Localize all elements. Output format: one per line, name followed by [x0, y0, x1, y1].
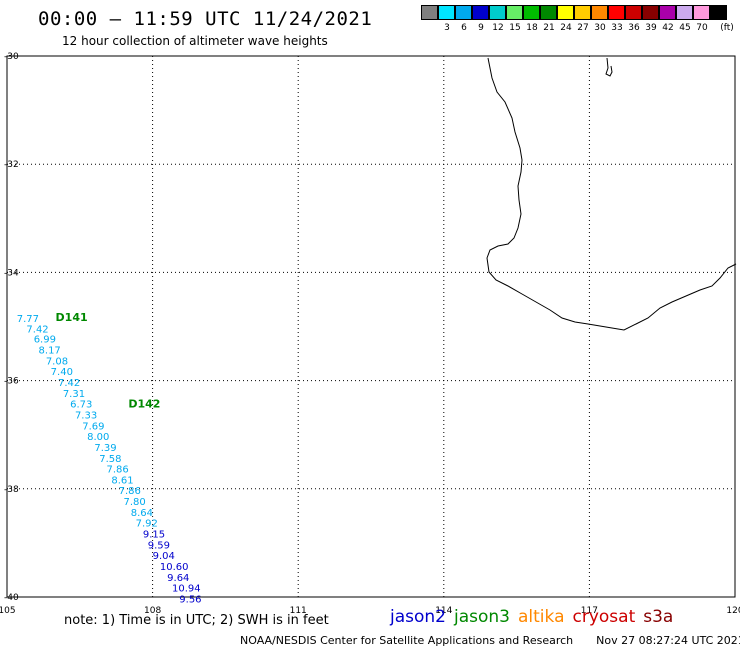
legend-swatch — [506, 5, 523, 20]
wave-height-value: 7.80 — [123, 497, 145, 508]
wave-height-value: 9.15 — [143, 529, 165, 540]
island-rottnest — [605, 57, 613, 77]
wave-height-readings: 7.777.426.998.177.087.407.427.316.737.33… — [17, 314, 202, 605]
legend-swatch — [642, 5, 659, 20]
satellite-jason2: jason2 — [390, 607, 446, 627]
wave-height-value: 7.08 — [46, 356, 68, 367]
legend-swatch — [523, 5, 540, 20]
latitude-tick-label: -32 — [4, 160, 19, 170]
latitude-tick-label: -38 — [4, 485, 19, 495]
legend-label: 3 — [444, 23, 450, 33]
wave-height-value: 7.58 — [99, 454, 121, 465]
footer: NOAA/NESDIS Center for Satellite Applica… — [240, 634, 740, 647]
wave-height-value: 10.94 — [172, 584, 201, 595]
coastline — [486, 57, 737, 331]
latitude-tick-label: -40 — [4, 593, 19, 603]
map-frame — [6, 55, 736, 598]
wave-height-value: 7.86 — [119, 486, 141, 497]
wave-height-value: 7.42 — [58, 378, 80, 389]
longitude-tick-label: 117 — [581, 606, 598, 616]
wave-height-value: 8.61 — [111, 475, 133, 486]
legend-swatch — [676, 5, 693, 20]
legend-label: 45 — [679, 23, 691, 33]
legend-swatch — [557, 5, 574, 20]
legend-label: 27 — [577, 23, 589, 33]
wave-height-value: 7.31 — [63, 389, 85, 400]
pass-label: D141 — [56, 311, 88, 324]
legend-unit: (ft) — [720, 23, 734, 33]
legend-label: 12 — [492, 23, 504, 33]
credit-text: NOAA/NESDIS Center for Satellite Applica… — [240, 634, 574, 647]
longitude-tick-label: 105 — [0, 606, 16, 616]
wave-height-value: 7.69 — [82, 421, 104, 432]
legend-label: 21 — [543, 23, 555, 33]
legend-label: 30 — [594, 23, 606, 33]
legend-swatch — [625, 5, 642, 20]
legend-swatch — [693, 5, 710, 20]
legend-label: 36 — [628, 23, 640, 33]
legend-swatch — [472, 5, 489, 20]
generated-timestamp: Nov 27 08:27:24 UTC 2021 — [596, 634, 740, 647]
wave-height-value: 8.64 — [131, 508, 153, 519]
latitude-tick-label: -34 — [4, 268, 19, 278]
wave-height-value: 9.56 — [179, 594, 201, 605]
map-title: 00:00 – 11:59 UTC 11/24/2021 — [38, 8, 373, 30]
wave-height-value: 7.40 — [51, 367, 73, 378]
longitude-tick-label: 120 — [726, 606, 740, 616]
wave-height-value: 7.42 — [26, 324, 48, 335]
legend-label: 33 — [611, 23, 623, 33]
legend-swatch — [591, 5, 608, 20]
wave-height-value: 7.92 — [136, 519, 158, 530]
legend-label: 9 — [478, 23, 484, 33]
legend-label: 24 — [560, 23, 572, 33]
latitude-tick-label: -30 — [4, 52, 19, 62]
map-axes: 105 108 111 114 117 120 -30 -32 -34 -36 -38 -40 — [0, 52, 740, 616]
legend-label: 6 — [461, 23, 467, 33]
legend-swatch — [421, 5, 438, 20]
wave-height-value: 8.17 — [39, 346, 61, 357]
map-grid — [7, 56, 735, 597]
units-note: note: 1) Time is in UTC; 2) SWH is in fe… — [64, 613, 329, 628]
wave-height-value: 6.73 — [70, 400, 92, 411]
wave-height-value: 7.33 — [75, 410, 97, 421]
legend-swatch — [489, 5, 506, 20]
satellite-s3a: s3a — [643, 607, 674, 627]
satellite-altika: altika — [518, 607, 565, 627]
pass-label: D142 — [128, 398, 160, 411]
longitude-tick-label: 111 — [290, 606, 307, 616]
wave-height-value: 7.39 — [94, 443, 116, 454]
satellite-legend: jason2 jason3 altika cryosat s3a — [390, 607, 681, 627]
map-subtitle: 12 hour collection of altimeter wave hei… — [62, 34, 328, 48]
wave-height-value: 6.99 — [34, 335, 56, 346]
legend-swatch — [540, 5, 557, 20]
legend-label: 42 — [662, 23, 674, 33]
wave-height-value: 10.60 — [160, 562, 189, 573]
pass-labels: D141 D142 — [56, 311, 161, 411]
wave-height-value: 9.64 — [167, 573, 189, 584]
legend-label: 39 — [645, 23, 657, 33]
wave-height-value: 8.00 — [87, 432, 109, 443]
legend-label: 70 — [696, 23, 708, 33]
longitude-tick-label: 108 — [144, 606, 161, 616]
legend-swatch — [438, 5, 455, 20]
legend-swatch — [574, 5, 591, 20]
wave-height-value: 9.04 — [153, 551, 175, 562]
legend-label: 15 — [509, 23, 521, 33]
legend-swatch — [659, 5, 676, 20]
wave-height-value: 7.77 — [17, 314, 39, 325]
wave-height-value: 7.86 — [106, 465, 128, 476]
wave-height-value: 9.59 — [148, 540, 170, 551]
satellite-jason3: jason3 — [454, 607, 510, 627]
satellite-cryosat: cryosat — [572, 607, 636, 627]
legend-label: 18 — [526, 23, 538, 33]
longitude-tick-label: 114 — [435, 606, 452, 616]
legend-swatch — [608, 5, 625, 20]
legend-swatch — [710, 5, 727, 20]
legend-swatch — [455, 5, 472, 20]
latitude-tick-label: -36 — [4, 377, 19, 387]
